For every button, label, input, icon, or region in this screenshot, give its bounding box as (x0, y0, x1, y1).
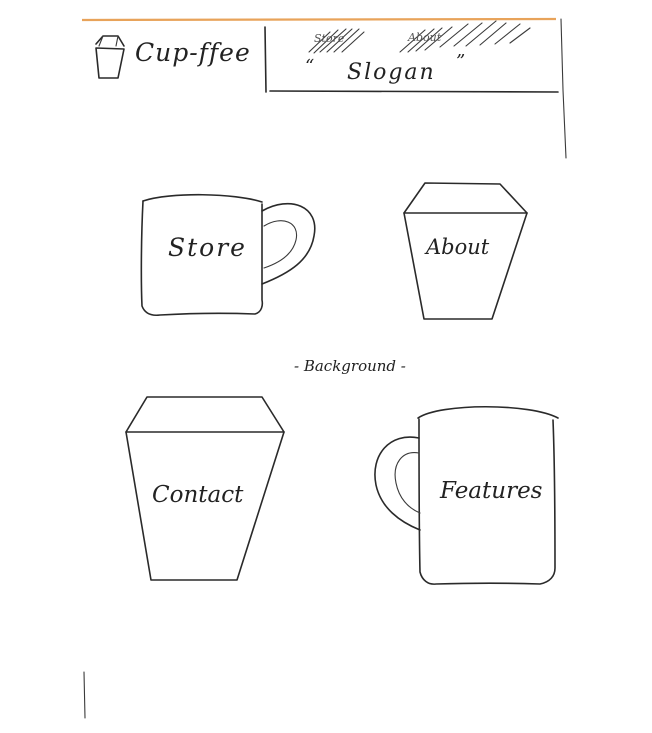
background-note: - Background - (294, 357, 406, 375)
page-edge-bottom-mark (83, 671, 86, 719)
header-divider (264, 26, 267, 93)
tumbler-icon-contact[interactable] (125, 396, 285, 581)
cup-label-about[interactable]: About (426, 235, 490, 259)
cup-label-features[interactable]: Features (440, 478, 543, 504)
cup-logo-icon (95, 35, 125, 79)
cup-label-store[interactable]: Store (168, 233, 247, 262)
mug-icon-store[interactable] (140, 193, 316, 317)
nav-scribble-store (308, 28, 365, 54)
nav-scribble-about (399, 20, 531, 53)
nav-scribble-store-label[interactable]: Store (314, 32, 345, 45)
tumbler-icon-about[interactable] (403, 182, 528, 320)
slogan-quote-open: “ (305, 56, 315, 77)
slogan-underline (269, 90, 559, 93)
slogan-text: Slogan (347, 60, 436, 85)
brand-name[interactable]: Cup-ffee (135, 38, 251, 67)
nav-scribble-about-label[interactable]: About (408, 31, 442, 44)
mug-icon-features[interactable] (374, 406, 559, 585)
top-accent-rule (81, 17, 557, 22)
page-edge-line (560, 18, 567, 159)
cup-label-contact[interactable]: Contact (152, 482, 244, 508)
slogan-quote-close: ” (456, 51, 466, 72)
